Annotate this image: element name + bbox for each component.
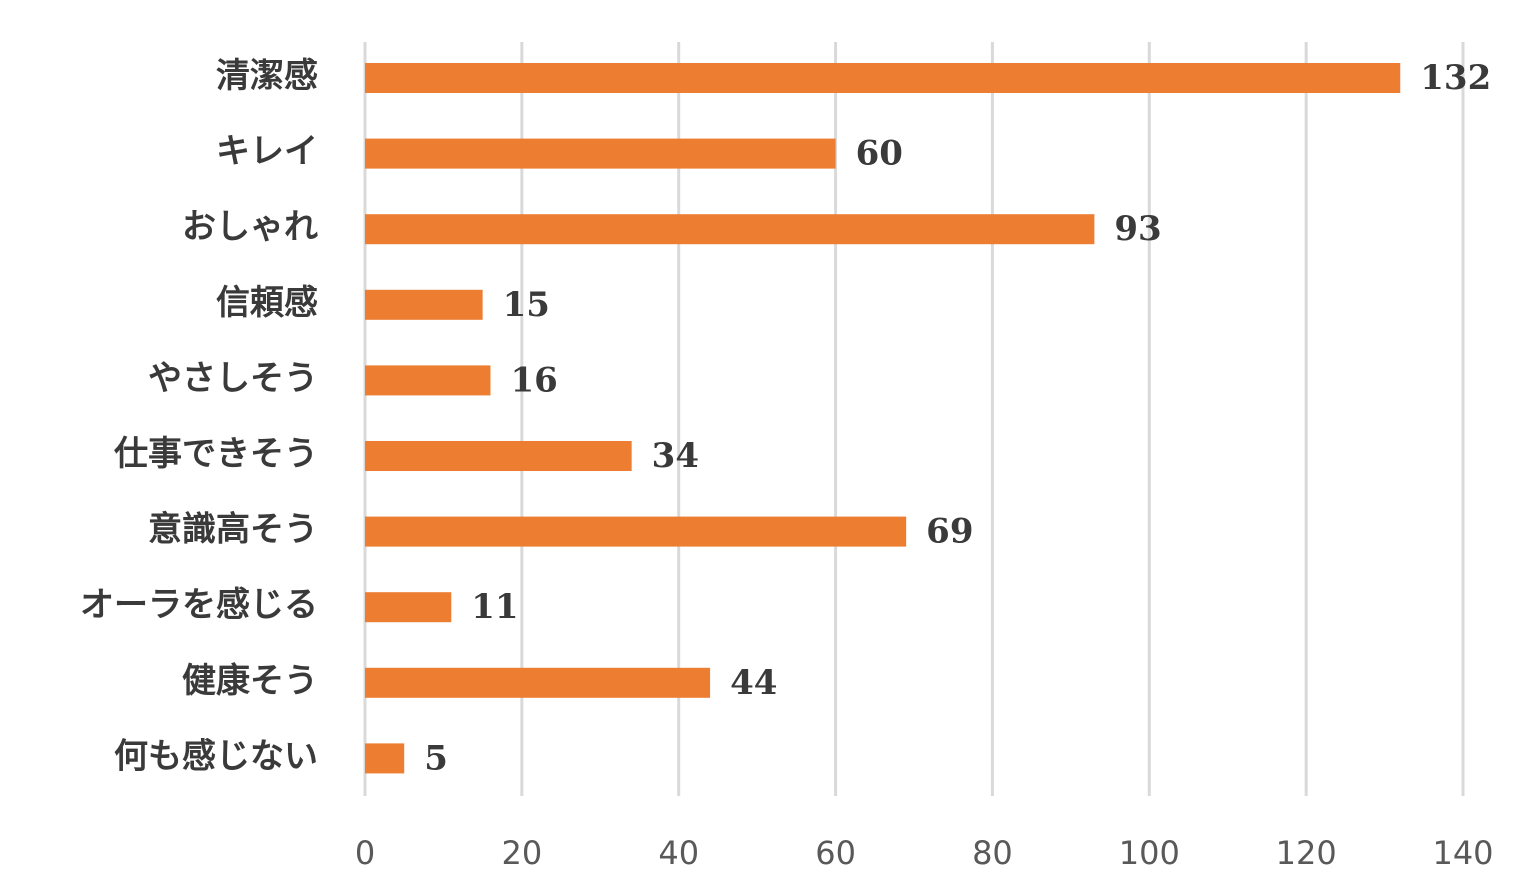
bar-4 [365,365,491,396]
bar-7 [365,592,452,623]
x-axis-ticks: 0 20 40 60 80 100 120 140 [355,834,1494,872]
category-label: キレイ [216,132,318,172]
value-labels: 132 60 93 15 16 34 69 11 44 5 [424,58,1491,778]
category-label: 信頼感 [216,283,318,323]
value-label: 44 [730,663,777,703]
x-tick-label: 140 [1432,834,1493,872]
value-label: 69 [926,512,973,552]
value-label: 15 [503,285,550,325]
value-label: 132 [1420,58,1491,98]
value-label: 5 [424,738,448,778]
bar-8 [365,667,711,698]
category-label: 清潔感 [216,56,318,96]
category-labels: 清潔感キレイおしゃれ信頼感やさしそう仕事できそう意識高そうオーラを感じる健康そう… [80,56,318,776]
bar-5 [365,441,632,471]
value-label: 60 [856,134,903,174]
category-label: おしゃれ [182,207,318,247]
x-tick-label: 0 [355,834,375,872]
category-label: 意識高そう [148,510,318,550]
bar-0 [365,63,1401,93]
bar-6 [365,516,907,547]
category-label: 健康そう [182,661,318,701]
category-label: 仕事できそう [114,434,318,474]
value-label: 11 [471,587,518,627]
bar-1 [365,138,836,169]
value-label: 93 [1114,209,1161,249]
x-tick-label: 120 [1276,834,1337,872]
bars [365,63,1401,774]
value-label: 16 [510,360,557,400]
x-tick-label: 60 [815,834,856,872]
category-label: やさしそう [148,358,318,398]
bar-2 [365,214,1095,245]
bar-9 [365,743,405,774]
x-tick-label: 20 [501,834,542,872]
x-tick-label: 40 [658,834,699,872]
x-tick-label: 100 [1119,834,1180,872]
category-label: 何も感じない [114,736,318,776]
value-label: 34 [652,436,699,476]
bar-3 [365,289,483,320]
x-tick-label: 80 [972,834,1013,872]
category-label: オーラを感じる [80,585,318,625]
